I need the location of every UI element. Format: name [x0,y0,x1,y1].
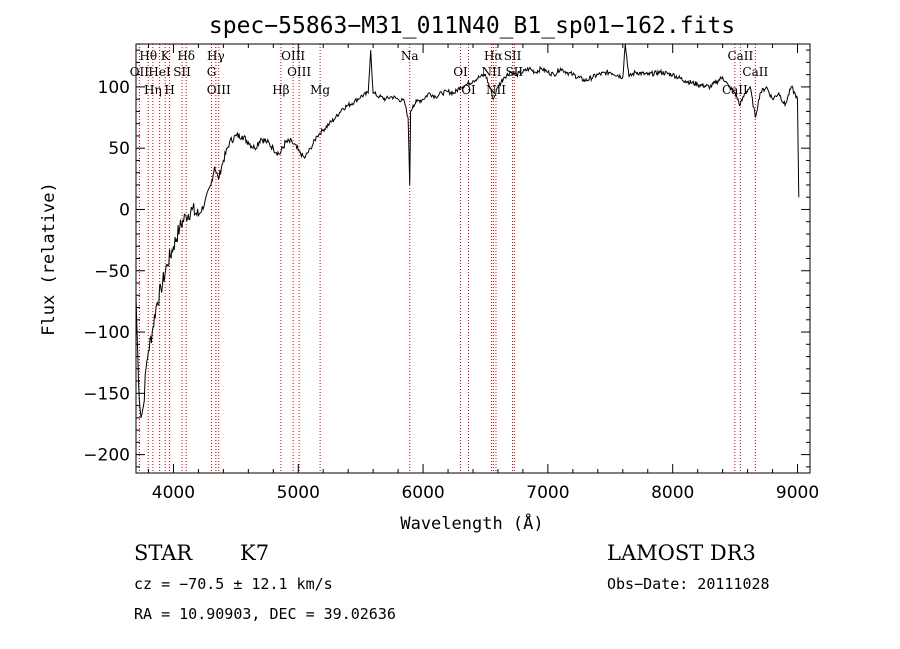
spectral-line-label: OIII [281,49,305,63]
redshift-cz: cz = −70.5 ± 12.1 km/s [134,575,333,593]
spectral-line-label: SII [505,65,523,79]
y-axis-label: Flux (relative) [39,182,59,336]
spectral-line-label: K [161,49,171,63]
spectral-line-label: OI [453,65,468,79]
spectral-line-label: Hδ [177,49,195,63]
spectral-line-label: SII [173,65,191,79]
spectral-line-label: Hβ [272,83,289,97]
spectral-line-label: Hα [484,49,503,63]
y-tick-label: −100 [83,323,130,343]
spectral-line-label: OIII [207,83,231,97]
spectral-line-label: NII [481,65,501,79]
y-tick-label: −150 [83,384,130,404]
spectral-line-label: G [207,65,217,79]
x-tick-label: 7000 [526,483,569,503]
spectral-line-label: Hθ [139,49,157,63]
spectral-line-label: Mg [310,83,330,97]
spectrum-line [135,43,800,418]
spectral-line-label: Hη [144,83,162,97]
ra-dec: RA = 10.90903, DEC = 39.02636 [134,605,396,623]
spectral-line-label: OII [130,65,150,79]
x-tick-label: 8000 [651,483,694,503]
object-class: STAR [134,541,193,565]
spectral-line-label: Na [401,49,419,63]
plot-frame [135,43,811,474]
chart-title: spec−55863−M31_011N40_B1_sp01−162.fits [209,13,735,39]
y-tick-label: −200 [83,446,130,466]
y-tick-label: 0 [119,200,130,220]
spectral-line-label: OIII [287,65,311,79]
x-tick-label: 5000 [277,483,320,503]
y-axis: −200 −150 −100 −50 0 50 100 [83,49,810,468]
y-tick-label: 100 [98,78,130,98]
x-tick-label: 6000 [401,483,444,503]
object-subclass: K7 [240,541,269,565]
spectral-line-label: H [164,83,174,97]
x-tick-label: 9000 [776,483,819,503]
x-axis: 4000 5000 6000 7000 8000 9000 [147,44,819,503]
x-tick-label: 4000 [152,483,195,503]
spectral-line-label: CaII [727,49,753,63]
spectral-line-markers [138,44,756,473]
spectral-line-label: SII [504,49,522,63]
spectral-line-label: Hγ [207,49,225,63]
spectral-line-labels: Hθ OII Hη K HeI H Hδ SII OIII Hγ G Hβ OIII OIII Mg Na OI… [130,49,769,97]
y-tick-label: −50 [94,262,130,282]
spectral-line-label: CaII [742,65,768,79]
y-tick-label: 50 [108,139,130,159]
survey-name: LAMOST DR3 [607,541,756,565]
spectral-line-label: HeI [148,65,171,79]
observation-date: Obs−Date: 20111028 [607,575,770,593]
x-axis-label: Wavelength (Å) [400,512,543,534]
